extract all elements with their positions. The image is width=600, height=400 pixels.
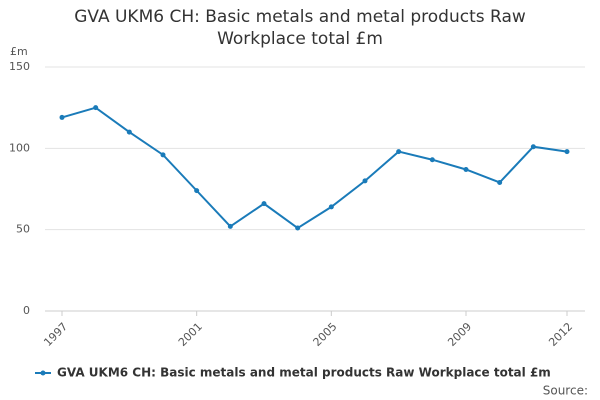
y-tick-label: 50 — [16, 223, 30, 236]
y-tick-label: 100 — [9, 141, 30, 154]
data-point — [261, 201, 267, 207]
series-line — [61, 106, 568, 230]
x-tick-label: 2001 — [176, 320, 205, 349]
x-tick-label: 2012 — [546, 320, 575, 349]
data-point — [59, 114, 65, 120]
source: Source: — [543, 384, 588, 398]
data-point — [463, 166, 469, 172]
x-tick-label: 2005 — [311, 320, 340, 349]
y-axis-label: £m — [10, 45, 28, 58]
data-point — [126, 129, 132, 135]
data-point — [160, 152, 166, 158]
data-point — [194, 188, 200, 194]
legend-label: GVA UKM6 CH: Basic metals and metal prod… — [57, 366, 551, 380]
data-point — [530, 144, 536, 150]
data-point — [429, 157, 435, 163]
x-tick-label: 2009 — [445, 320, 474, 349]
y-tick-label: 150 — [9, 60, 30, 73]
data-point — [227, 223, 233, 229]
x-tick-label: 1997 — [41, 320, 70, 349]
data-point — [564, 149, 570, 155]
data-point — [396, 149, 402, 155]
legend-swatch-dot — [40, 370, 46, 376]
y-tick-label: 0 — [23, 304, 30, 317]
data-point — [295, 225, 301, 231]
data-point — [497, 179, 503, 185]
data-point — [328, 204, 334, 210]
chart-title: GVA UKM6 CH: Basic metals and metal prod… — [74, 7, 526, 49]
data-point — [93, 105, 99, 111]
data-point — [362, 178, 368, 184]
